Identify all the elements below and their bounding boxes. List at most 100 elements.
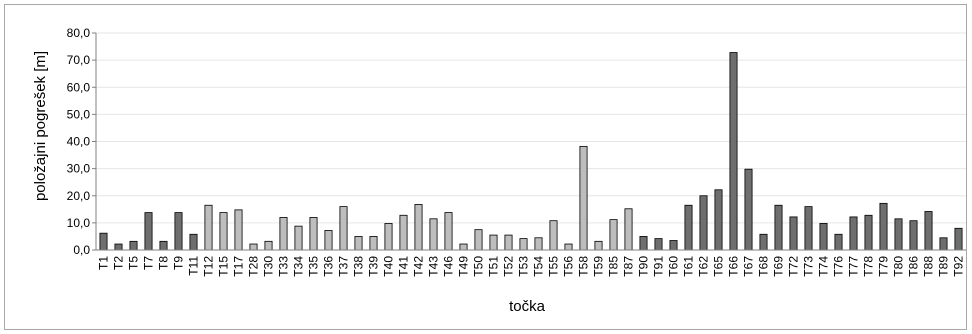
x-tick-label: T8: [157, 256, 171, 270]
bar-t36: [324, 230, 333, 251]
bars: [99, 52, 963, 251]
y-tick-label: 0,0: [73, 243, 90, 257]
y-tick-label: 20,0: [67, 189, 91, 203]
x-tick-label: T72: [787, 256, 801, 277]
bar-t17: [234, 209, 243, 251]
x-tick-label: T60: [667, 256, 681, 277]
bar-t49: [459, 243, 468, 251]
x-tick-label: T33: [277, 256, 291, 277]
bar-t92: [954, 227, 963, 251]
bar-t9: [174, 212, 183, 251]
x-tick-label: T2: [112, 256, 126, 270]
x-tick-label: T86: [907, 256, 921, 277]
bar-t73: [804, 206, 813, 251]
x-tick-label: T11: [187, 256, 201, 276]
x-tick-label: T35: [307, 256, 321, 277]
bar-t52: [504, 234, 513, 251]
bar-t2: [114, 243, 123, 251]
x-tick-label: T76: [832, 256, 846, 277]
bar-t76: [834, 233, 843, 251]
bar-t53: [519, 238, 528, 251]
bar-t55: [549, 220, 558, 251]
x-tick-label: T88: [922, 256, 936, 277]
x-tick-label: T34: [292, 256, 306, 277]
bar-t41: [399, 214, 408, 251]
y-tick-label: 80,0: [67, 26, 91, 40]
bar-t50: [474, 229, 483, 251]
bar-t28: [249, 243, 258, 251]
bar-t65: [714, 189, 723, 251]
x-tick-label: T39: [367, 256, 381, 277]
chart-frame: [4, 4, 967, 330]
bar-t60: [669, 240, 678, 251]
x-tick-label: T77: [847, 256, 861, 277]
bar-t37: [339, 206, 348, 251]
axes: [92, 32, 966, 251]
x-tick-label: T5: [127, 256, 141, 270]
bar-t85: [609, 219, 618, 251]
x-tick-label: T87: [622, 256, 636, 277]
bar-t51: [489, 234, 498, 251]
x-tick-label: T67: [742, 256, 756, 277]
x-tick-label: T50: [472, 256, 486, 277]
x-tick-label: T69: [772, 256, 786, 277]
x-tick-label: T7: [142, 256, 156, 270]
bar-t1: [99, 232, 108, 251]
bar-t34: [294, 225, 303, 251]
bar-t61: [684, 204, 693, 251]
bar-t8: [159, 240, 168, 251]
x-tick-label: T90: [637, 256, 651, 277]
bar-t66: [729, 52, 738, 251]
bar-t67: [744, 168, 753, 251]
x-tick-label: T58: [577, 256, 591, 277]
x-tick-label: T92: [952, 256, 966, 277]
bar-t59: [594, 240, 603, 251]
y-tick-labels: 0,0 10,0 20,0 30,0 40,0 50,0 60,0 70,0 80,0: [67, 26, 91, 257]
bar-t42: [414, 204, 423, 251]
x-tick-label: T91: [652, 256, 666, 277]
bar-t58: [579, 145, 588, 251]
y-tick-label: 70,0: [67, 53, 91, 67]
x-tick-label: T52: [502, 256, 516, 277]
bar-t43: [429, 218, 438, 251]
bar-t80: [894, 218, 903, 251]
y-tick-label: 50,0: [67, 107, 91, 121]
y-tick-label: 30,0: [67, 162, 91, 176]
bar-t87: [624, 208, 633, 251]
bar-t40: [384, 223, 393, 251]
x-tick-label: T17: [232, 256, 246, 277]
x-tick-label: T9: [172, 256, 186, 270]
x-tick-label: T30: [262, 256, 276, 277]
x-tick-label: T43: [427, 256, 441, 277]
bar-t39: [369, 236, 378, 251]
bar-t33: [279, 217, 288, 251]
x-tick-label: T55: [547, 256, 561, 277]
bar-t15: [219, 212, 228, 251]
x-tick-label: T40: [382, 256, 396, 277]
bar-t7: [144, 212, 153, 251]
x-tick-label: T85: [607, 256, 621, 277]
x-tick-labels: T1 T2 T5 T7 T8 T9 T11 T12 T15 T17 T28 T30 T33 T34 T35 T…: [97, 256, 966, 277]
bar-t78: [864, 214, 873, 251]
x-tick-label: T65: [712, 256, 726, 277]
bar-t74: [819, 223, 828, 251]
bar-t77: [849, 216, 858, 251]
x-tick-label: T49: [457, 256, 471, 277]
bar-t89: [939, 237, 948, 251]
x-tick-label: T1: [97, 256, 111, 270]
bar-t12: [204, 204, 213, 251]
y-tick-label: 40,0: [67, 135, 91, 149]
x-tick-label: T56: [562, 256, 576, 277]
bar-t88: [924, 211, 933, 251]
x-tick-label: T42: [412, 256, 426, 277]
x-tick-label: T28: [247, 256, 261, 277]
bar-t54: [534, 237, 543, 251]
x-tick-label: T80: [892, 256, 906, 277]
x-tick-label: T79: [877, 256, 891, 277]
grid-lines: [96, 32, 966, 224]
bar-t90: [639, 236, 648, 251]
x-tick-label: T74: [817, 256, 831, 277]
x-tick-label: T38: [352, 256, 366, 277]
x-tick-label: T66: [727, 256, 741, 277]
